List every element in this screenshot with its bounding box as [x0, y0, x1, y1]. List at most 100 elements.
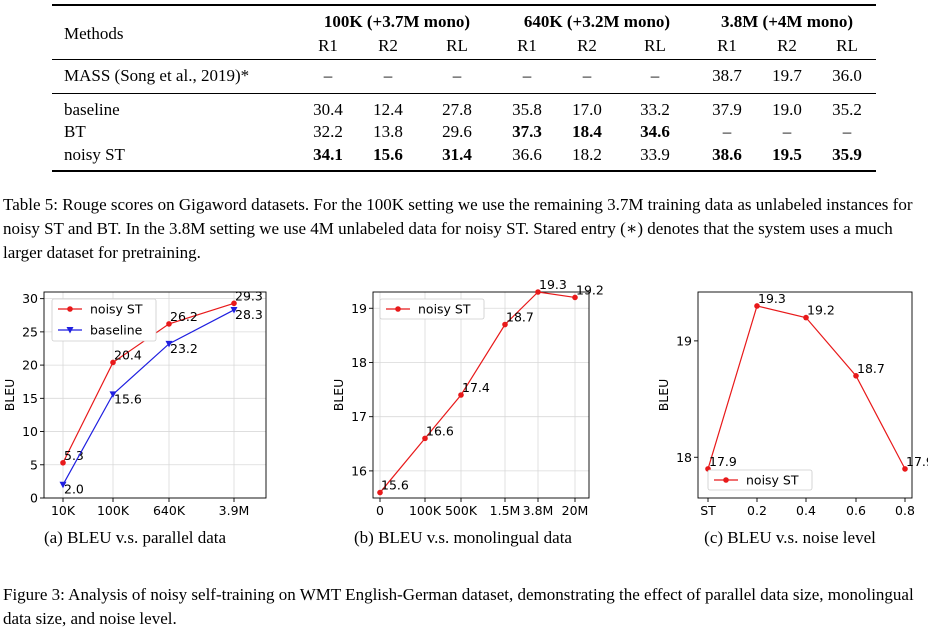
table-cell: – — [522, 66, 532, 85]
row-method: baseline — [64, 100, 120, 119]
axes-frame — [372, 291, 590, 499]
table-bottom-rule — [52, 170, 876, 172]
legend-marker — [723, 477, 729, 483]
table-cell: 32.2 — [313, 122, 343, 141]
subcaption-a: (a) BLEU v.s. parallel data — [43, 528, 227, 547]
data-point — [165, 340, 173, 348]
data-point — [458, 392, 464, 398]
group-header: 640K (+3.2M mono) — [523, 12, 671, 31]
data-point — [902, 466, 908, 472]
col-header: R2 — [577, 36, 597, 55]
data-label: 15.6 — [381, 478, 409, 493]
table-cell: 19.0 — [772, 100, 802, 119]
group-header: 3.8M (+4M mono) — [721, 12, 853, 31]
table-mid-rule — [52, 93, 876, 94]
table-cell: – — [650, 66, 660, 85]
table-cell: 17.0 — [572, 100, 602, 119]
data-label: 19.2 — [807, 303, 835, 318]
data-point — [230, 306, 238, 314]
y-tick-label: 25 — [22, 324, 38, 339]
data-label: 16.6 — [426, 423, 454, 438]
x-tick-label: 3.9M — [219, 503, 250, 518]
data-point — [754, 303, 760, 309]
table-cell: – — [722, 122, 732, 141]
axes-frame — [43, 291, 267, 499]
series-line — [62, 302, 235, 464]
x-tick-label: 0.6 — [846, 503, 866, 518]
data-point — [109, 391, 117, 398]
data-label: 5.3 — [64, 448, 84, 463]
table-cell: 13.8 — [373, 122, 403, 141]
data-label: 2.0 — [64, 482, 84, 497]
y-tick-label: 18 — [351, 355, 367, 370]
figure-caption: Figure 3: Analysis of noisy self-trainin… — [3, 585, 914, 628]
data-point — [502, 321, 508, 328]
subcaption-c: (c) BLEU v.s. noise level — [704, 528, 876, 547]
col-header: R1 — [318, 36, 338, 55]
row-method: noisy ST — [64, 145, 125, 164]
legend-label: noisy ST — [418, 302, 471, 317]
methods-header: Methods — [64, 24, 124, 43]
series-line — [379, 291, 576, 493]
data-point — [166, 321, 172, 327]
table-cell: 29.6 — [442, 122, 472, 141]
col-header: RL — [446, 36, 468, 55]
data-label: 18.7 — [506, 310, 534, 325]
y-tick-label: 19 — [351, 301, 367, 316]
data-point — [535, 289, 541, 295]
data-label: 17.9 — [906, 454, 928, 469]
x-tick-label: 640K — [153, 503, 186, 518]
y-tick-label: 15 — [22, 391, 38, 406]
subcaption-b: (b) BLEU v.s. monolingual data — [354, 528, 572, 547]
y-tick-label: 16 — [351, 463, 367, 478]
table-cell: – — [782, 122, 792, 141]
x-tick-label: 1.5M — [490, 503, 521, 518]
table-cell: 19.5 — [772, 145, 802, 164]
table-cell: 37.3 — [512, 122, 542, 141]
table-cell: – — [383, 66, 393, 85]
table-mid-rule — [52, 59, 876, 60]
col-header: RL — [644, 36, 666, 55]
data-point — [231, 300, 237, 307]
group-header: 100K (+3.7M mono) — [323, 12, 471, 31]
table-cell: 15.6 — [373, 145, 403, 164]
table-cell: 12.4 — [373, 100, 403, 119]
y-tick-label: 20 — [22, 358, 38, 373]
data-label: 28.3 — [235, 307, 263, 322]
data-point — [803, 314, 809, 321]
y-tick-label: 30 — [22, 291, 38, 306]
data-label: 18.7 — [857, 361, 885, 376]
y-axis-label: BLEU — [2, 379, 17, 412]
table-cell: – — [842, 122, 852, 141]
data-point — [422, 435, 428, 442]
data-point — [853, 372, 859, 379]
table-cell: 33.9 — [640, 145, 670, 164]
y-tick-label: 17 — [351, 409, 367, 424]
table-top-rule — [52, 4, 876, 6]
legend-box — [707, 469, 813, 491]
table-cell: – — [452, 66, 462, 85]
table-cell: 30.4 — [313, 100, 343, 119]
table-cell: 34.6 — [640, 122, 670, 141]
table-cell: 27.8 — [442, 100, 472, 119]
table-cell: 31.4 — [442, 145, 472, 164]
legend-box — [379, 298, 485, 320]
data-label: 17.4 — [462, 380, 490, 395]
y-tick-label: 10 — [22, 424, 38, 439]
series-line — [62, 309, 235, 486]
col-header: R2 — [378, 36, 398, 55]
x-tick-label: 20M — [562, 503, 589, 518]
legend-label: baseline — [90, 323, 143, 338]
x-tick-label: 0 — [376, 503, 384, 518]
y-axis-label: BLEU — [656, 379, 671, 412]
data-point — [572, 294, 578, 301]
table-cell: 18.4 — [572, 122, 602, 141]
data-label: 19.3 — [758, 291, 786, 306]
data-point — [110, 359, 116, 366]
table-cell: 38.7 — [712, 66, 742, 85]
table-cell: 35.9 — [832, 145, 862, 164]
data-label: 17.9 — [709, 454, 737, 469]
data-label: 23.2 — [170, 341, 198, 356]
data-label: 19.3 — [539, 277, 567, 292]
